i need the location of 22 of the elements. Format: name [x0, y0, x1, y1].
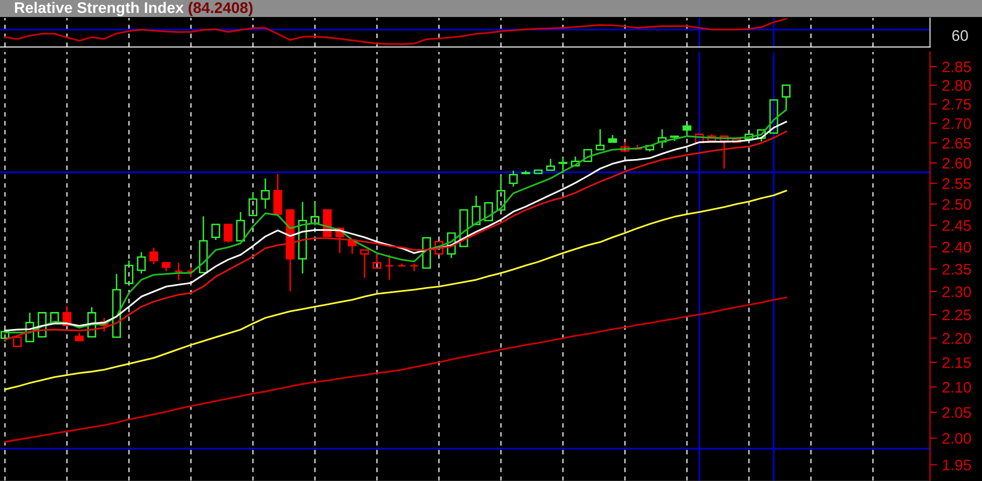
y-tick-label: 2.70: [942, 118, 971, 130]
y-tick-label: 2.30: [942, 286, 971, 298]
y-tick-label: 2.05: [942, 407, 971, 418]
y-tick-label: 2.25: [942, 309, 971, 320]
y-tick-label: 1.95: [942, 460, 971, 470]
y-tick-label: 2.60: [942, 158, 971, 169]
y-tick-label: 2.45: [942, 220, 971, 231]
y-tick-label: 2.55: [942, 178, 971, 189]
y-tick-label: 2.15: [942, 357, 971, 368]
y-tick-label: 2.00: [942, 433, 971, 444]
y-tick-label: 2.35: [942, 264, 971, 275]
text: (84.2408): [188, 2, 253, 16]
y-tick-label: 2.20: [942, 333, 971, 344]
y-tick-label: 2.50: [942, 198, 971, 210]
y-tick-label: 2.40: [942, 242, 971, 253]
y-tick-label: 2.85: [942, 61, 971, 72]
text: 60: [952, 30, 968, 41]
chart-title: Relative Strength Index: [15, 2, 184, 16]
y-tick-label: 2.65: [942, 138, 971, 149]
y-tick-label: 2.80: [942, 80, 971, 91]
y-tick-label: 2.10: [942, 382, 971, 393]
y-tick-label: 2.75: [942, 98, 971, 110]
